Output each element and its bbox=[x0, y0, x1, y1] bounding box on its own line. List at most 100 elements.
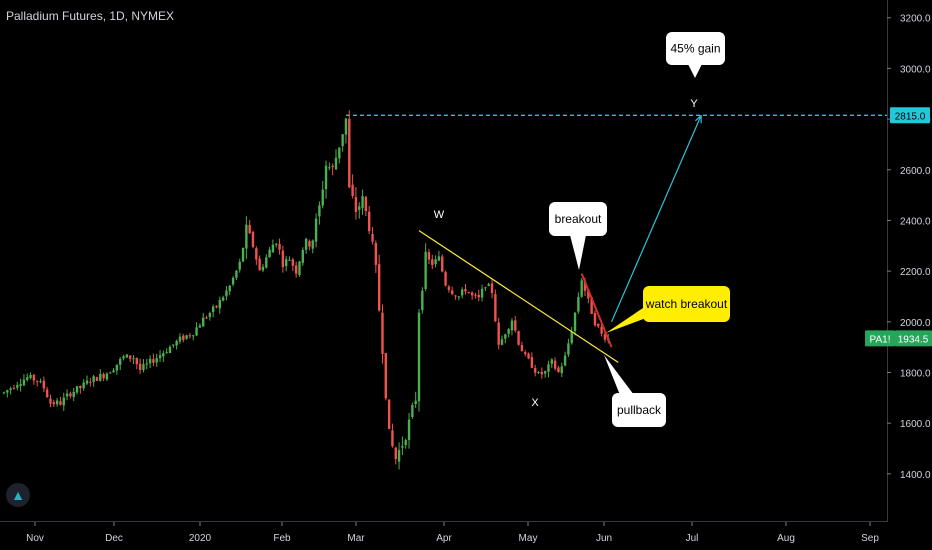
candle-body bbox=[374, 243, 378, 265]
candle-body bbox=[524, 352, 527, 355]
candle-body bbox=[32, 374, 36, 381]
candle-body bbox=[255, 248, 258, 260]
candle-body bbox=[275, 243, 278, 245]
candle-body bbox=[241, 247, 245, 262]
candle-body bbox=[451, 290, 454, 295]
current-price-badge bbox=[895, 330, 932, 347]
candle-body bbox=[55, 400, 59, 405]
candle-body bbox=[188, 335, 192, 337]
candle-body bbox=[514, 320, 517, 331]
candle-body bbox=[265, 257, 268, 268]
candle-body bbox=[424, 251, 427, 289]
candle-body bbox=[318, 205, 321, 217]
candle-body bbox=[397, 450, 401, 462]
candle-body bbox=[261, 266, 265, 271]
candle-body bbox=[414, 400, 417, 405]
candle-body bbox=[364, 196, 368, 212]
candle-body bbox=[497, 322, 500, 345]
candle-body bbox=[344, 118, 348, 135]
chart-drawings: W X Y bbox=[418, 98, 702, 409]
candle-body bbox=[354, 197, 358, 212]
candle-body bbox=[401, 446, 404, 448]
candle-body bbox=[550, 359, 553, 364]
candle-body bbox=[590, 297, 593, 314]
candle-body bbox=[417, 312, 421, 402]
candle-body bbox=[69, 393, 72, 397]
candle-body bbox=[102, 373, 105, 379]
gain-callout-text: 45% gain bbox=[670, 42, 720, 56]
wave-label-y: Y bbox=[690, 98, 698, 110]
x-tick-label: Jul bbox=[686, 533, 699, 544]
candle-body bbox=[36, 380, 39, 382]
y-tick-label: 2200.0 bbox=[900, 267, 931, 278]
breakout-callout-pointer bbox=[570, 235, 586, 270]
candle-body bbox=[553, 360, 557, 369]
candle-body bbox=[537, 372, 540, 374]
candle-body bbox=[427, 252, 431, 260]
candle-body bbox=[2, 392, 6, 394]
candle-body bbox=[152, 359, 155, 363]
candle-body bbox=[268, 249, 271, 258]
candle-body bbox=[258, 258, 261, 271]
ticker-badge bbox=[865, 330, 895, 347]
candle-body bbox=[431, 259, 434, 265]
candle-body bbox=[411, 405, 414, 417]
candle-body bbox=[314, 218, 318, 242]
wave-label-w: W bbox=[434, 209, 445, 221]
candle-body bbox=[19, 384, 22, 386]
candle-body bbox=[142, 364, 145, 371]
candle-body bbox=[477, 294, 480, 298]
candle-body bbox=[334, 157, 338, 170]
watch-breakout-callout-pointer bbox=[606, 306, 646, 333]
candle-body bbox=[168, 346, 172, 353]
candle-body bbox=[304, 238, 308, 250]
gain-callout-pointer bbox=[688, 64, 702, 78]
x-tick-label: Dec bbox=[105, 533, 123, 544]
candle-body bbox=[211, 306, 215, 312]
tradingview-logo-icon[interactable]: ▲ bbox=[6, 483, 30, 507]
candle-body bbox=[547, 364, 550, 372]
pullback-callout: pullback bbox=[604, 355, 666, 427]
candle-body bbox=[563, 355, 567, 366]
candle-body bbox=[162, 353, 165, 357]
candle-body bbox=[600, 326, 603, 334]
candle-body bbox=[530, 357, 534, 368]
time-axis[interactable]: Nov Dec 2020 Feb Mar Apr May Jun Jul Aug Sep bbox=[0, 521, 887, 545]
candle-body bbox=[394, 447, 397, 460]
candle-body bbox=[324, 165, 328, 190]
ticker-badge-text: PA1! bbox=[870, 334, 891, 345]
y-tick-label: 1600.0 bbox=[900, 419, 931, 430]
candle-body bbox=[573, 312, 577, 332]
candle-body bbox=[480, 288, 484, 298]
candle-body bbox=[577, 297, 580, 312]
candle-body bbox=[587, 290, 590, 299]
breakout-callout-box bbox=[549, 202, 607, 236]
candlestick-series bbox=[2, 110, 610, 470]
candle-body bbox=[135, 358, 138, 365]
candle-body bbox=[195, 327, 198, 336]
x-tick-label: Sep bbox=[861, 533, 879, 544]
candle-body bbox=[119, 358, 122, 365]
candle-body bbox=[82, 382, 85, 389]
breakout-resistance-line bbox=[580, 273, 613, 348]
candle-body bbox=[534, 368, 537, 373]
candle-body bbox=[377, 264, 381, 311]
candle-body bbox=[593, 313, 597, 326]
y-tick-label: 2600.0 bbox=[900, 166, 931, 177]
candle-body bbox=[79, 385, 82, 389]
candle-body bbox=[437, 256, 441, 261]
candle-body bbox=[158, 355, 162, 359]
x-tick-label: Mar bbox=[347, 533, 365, 544]
x-tick-label: Apr bbox=[436, 533, 452, 544]
candle-body bbox=[281, 250, 285, 268]
candle-body bbox=[384, 353, 387, 399]
candle-body bbox=[470, 292, 474, 296]
gain-callout: 45% gain bbox=[666, 32, 725, 78]
candle-body bbox=[198, 325, 202, 328]
candle-body bbox=[238, 261, 241, 270]
target-price-badge-text: 2815.0 bbox=[895, 111, 926, 122]
candle-body bbox=[45, 389, 49, 398]
candle-body bbox=[570, 331, 573, 344]
candle-body bbox=[248, 224, 251, 234]
